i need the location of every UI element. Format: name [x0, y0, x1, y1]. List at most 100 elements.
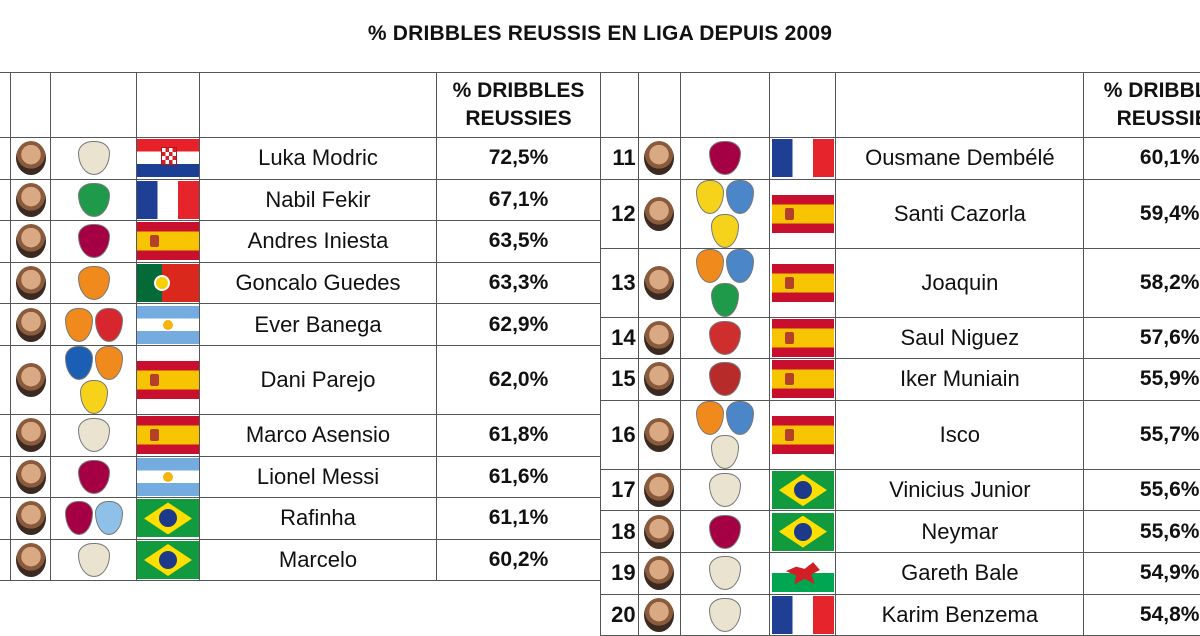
dribble-percentage: 55,6%	[1084, 469, 1200, 511]
rank-cell	[0, 345, 11, 414]
rank-cell: 14	[601, 317, 639, 359]
player-photo-cell	[638, 317, 680, 359]
player-photo-cell	[11, 345, 51, 414]
nationality-flag-cell	[770, 359, 836, 401]
real-madrid-crest-icon	[709, 598, 741, 632]
nationality-flag-cell	[770, 552, 836, 594]
nationality-flag-cell	[770, 248, 836, 317]
flag-br-icon	[137, 499, 199, 537]
dribble-percentage: 60,1%	[1084, 138, 1200, 180]
player-avatar	[644, 197, 674, 231]
club-crests-cell	[51, 138, 137, 180]
valencia-crest-icon	[696, 249, 724, 283]
dribble-percentage: 55,6%	[1084, 511, 1200, 553]
header-cell-empty	[601, 73, 639, 138]
player-avatar	[16, 460, 46, 494]
player-photo-cell	[638, 400, 680, 469]
flag-es-icon	[772, 195, 834, 233]
player-name: Vinicius Junior	[836, 469, 1084, 511]
dribble-percentage: 54,8%	[1084, 594, 1200, 636]
player-name: Isco	[836, 400, 1084, 469]
player-avatar	[644, 362, 674, 396]
flag-wa-icon	[772, 554, 834, 592]
player-name: Luka Modric	[200, 138, 437, 180]
player-photo-cell	[11, 456, 51, 498]
real-madrid-crest-icon	[78, 543, 110, 577]
dribble-percentage: 67,1%	[437, 179, 601, 221]
flag-fr-icon	[772, 139, 834, 177]
rank-cell: 12	[601, 179, 639, 248]
player-photo-cell	[11, 262, 51, 304]
player-avatar	[16, 224, 46, 258]
malaga-crest-icon	[726, 249, 754, 283]
nationality-flag-cell	[770, 138, 836, 180]
real-madrid-crest-icon	[709, 473, 741, 507]
flag-fr-icon	[137, 181, 199, 219]
dribble-percentage: 55,9%	[1084, 359, 1200, 401]
player-avatar	[16, 543, 46, 577]
header-cell-empty	[770, 73, 836, 138]
club-crests-cell	[51, 179, 137, 221]
header-cell-empty	[137, 73, 200, 138]
player-name: Santi Cazorla	[836, 179, 1084, 248]
player-name: Iker Muniain	[836, 359, 1084, 401]
flag-br-icon	[772, 471, 834, 509]
player-avatar	[644, 473, 674, 507]
nationality-flag-cell	[770, 594, 836, 636]
player-avatar	[16, 363, 46, 397]
dribble-percentage: 59,4%	[1084, 179, 1200, 248]
player-photo-cell	[638, 552, 680, 594]
atletico-crest-icon	[709, 321, 741, 355]
player-photo-cell	[11, 138, 51, 180]
flag-br-icon	[772, 513, 834, 551]
header-pct-line1: % DRIBBLES	[437, 77, 600, 105]
club-crests-cell	[51, 498, 137, 540]
player-photo-cell	[638, 138, 680, 180]
player-photo-cell	[638, 179, 680, 248]
valencia-crest-icon	[65, 308, 93, 342]
dribble-percentage: 58,2%	[1084, 248, 1200, 317]
nationality-flag-cell	[137, 498, 200, 540]
player-name: Andres Iniesta	[200, 221, 437, 263]
player-avatar	[644, 321, 674, 355]
player-photo-cell	[638, 469, 680, 511]
rank-cell	[0, 456, 11, 498]
club-crests-cell	[680, 138, 770, 180]
rank-cell: 20	[601, 594, 639, 636]
valencia-crest-icon	[78, 266, 110, 300]
club-crests-cell	[680, 511, 770, 553]
dribble-percentage: 62,0%	[437, 345, 601, 414]
nationality-flag-cell	[770, 511, 836, 553]
club-crests-cell	[51, 221, 137, 263]
player-avatar	[16, 418, 46, 452]
club-crests-cell	[51, 304, 137, 346]
dribble-percentage: 72,5%	[437, 138, 601, 180]
nationality-flag-cell	[137, 221, 200, 263]
celta-crest-icon	[95, 501, 123, 535]
flag-pt-icon	[137, 264, 199, 302]
player-name: Gareth Bale	[836, 552, 1084, 594]
player-name: Joaquin	[836, 248, 1084, 317]
club-crests-cell	[51, 414, 137, 456]
villarreal-crest-icon	[696, 180, 724, 214]
club-crests-cell	[680, 179, 770, 248]
header-cell-empty	[11, 73, 51, 138]
rank-cell	[0, 304, 11, 346]
club-crests-cell	[680, 594, 770, 636]
player-avatar	[16, 183, 46, 217]
header-cell-empty	[836, 73, 1084, 138]
flag-ar-icon	[137, 458, 199, 496]
header-cell-empty	[200, 73, 437, 138]
rank-cell: 13	[601, 248, 639, 317]
